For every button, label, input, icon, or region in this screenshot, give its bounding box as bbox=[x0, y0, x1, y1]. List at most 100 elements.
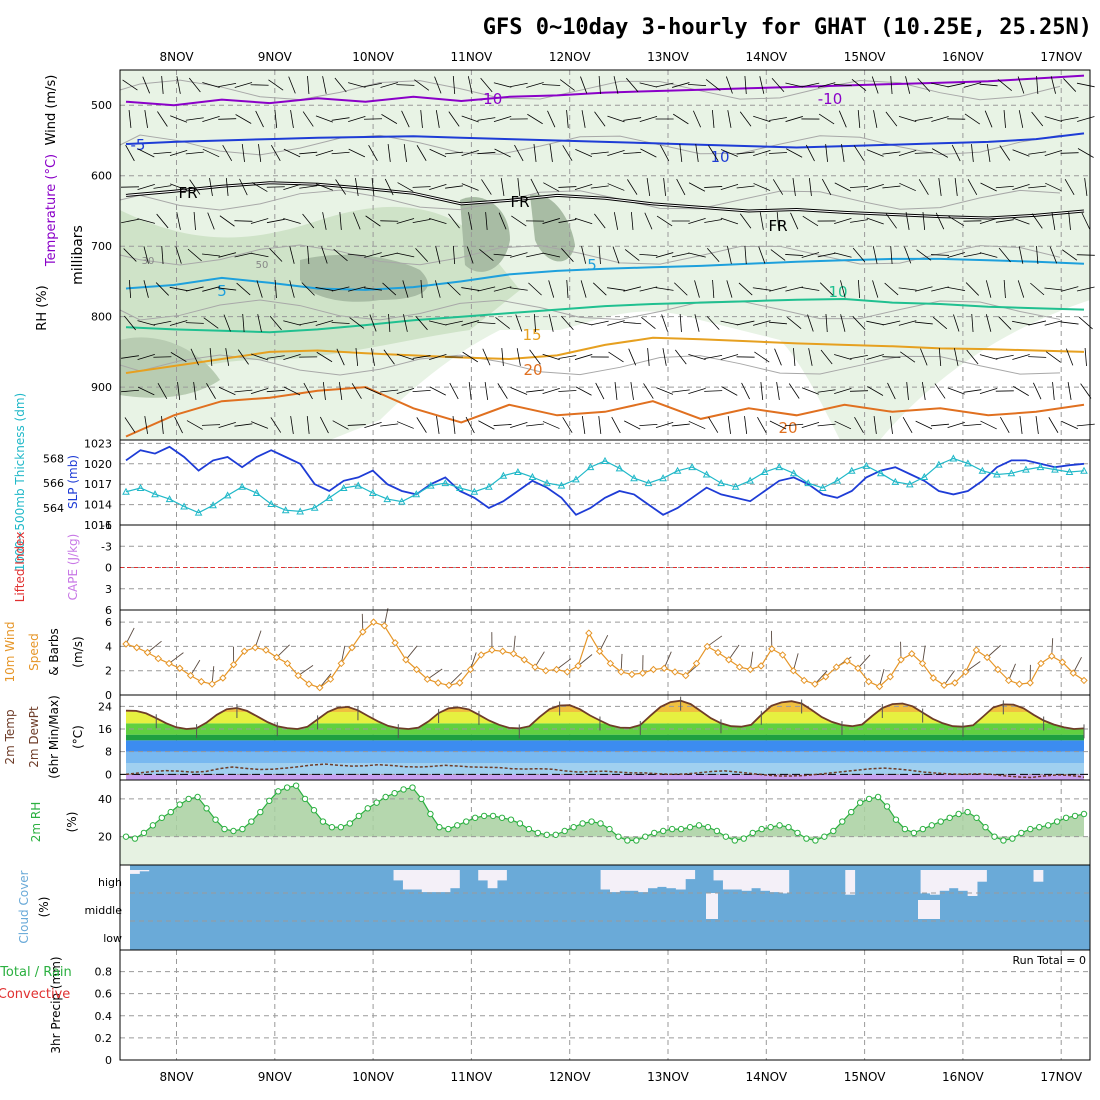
wind-point bbox=[1015, 680, 1024, 688]
wind-barb bbox=[711, 110, 715, 128]
wind-barb bbox=[1084, 347, 1087, 367]
cloud-high-bar bbox=[130, 870, 140, 874]
rh-point bbox=[642, 833, 649, 840]
wind-barb bbox=[820, 349, 833, 365]
wind-barb bbox=[712, 279, 715, 299]
wind-point bbox=[520, 656, 528, 664]
wind-barb bbox=[979, 83, 998, 87]
axis-labels: 8NOV 8NOV 9NOV 9NOV 10NOV 10NOV 11NOV 11NOV 12NO… bbox=[0, 50, 1083, 1084]
wind-barb bbox=[128, 279, 132, 299]
cloud-high-bar bbox=[958, 870, 969, 891]
wind-barb bbox=[416, 417, 427, 433]
precip-tick: 0 bbox=[105, 1054, 112, 1067]
wind-barb bbox=[268, 79, 284, 91]
rh-point bbox=[928, 822, 935, 829]
contour-label: 50 bbox=[256, 260, 269, 271]
cloud-high-bar bbox=[732, 870, 743, 890]
contour-label: 10 bbox=[828, 283, 847, 301]
wind-barb bbox=[769, 420, 787, 430]
wind-barb bbox=[316, 351, 333, 363]
wind-barb bbox=[693, 110, 701, 128]
rh-point bbox=[346, 820, 354, 827]
rh-point bbox=[964, 808, 971, 816]
wind-barb bbox=[403, 144, 407, 162]
wind-barb bbox=[1084, 178, 1088, 196]
wind-barb bbox=[234, 82, 253, 88]
wind-barb bbox=[706, 635, 723, 647]
wind-barb bbox=[720, 354, 739, 360]
wind-barb bbox=[595, 382, 605, 400]
wind-point bbox=[143, 648, 152, 657]
li-tick: 0 bbox=[105, 562, 112, 575]
rh-point bbox=[257, 808, 264, 816]
wind-barb bbox=[562, 145, 573, 161]
wind-barb bbox=[482, 348, 491, 366]
cloud-level-label: low bbox=[103, 932, 122, 945]
wind-barb bbox=[185, 286, 204, 292]
dewpoint-line bbox=[125, 763, 1085, 779]
temp-band bbox=[126, 774, 1084, 780]
wind-point bbox=[499, 647, 507, 655]
rh-point bbox=[651, 829, 658, 837]
wind-barb bbox=[639, 82, 658, 88]
wind-barb bbox=[850, 354, 868, 360]
wind-barb bbox=[185, 322, 204, 324]
wind-barb bbox=[202, 253, 220, 257]
wind-contour bbox=[119, 79, 1061, 101]
wind-barb bbox=[170, 183, 188, 191]
wind-barb bbox=[494, 148, 511, 158]
wind-barb bbox=[143, 246, 149, 264]
wind-barb bbox=[255, 110, 264, 128]
wind-barb bbox=[671, 389, 690, 393]
precip-plot: 0 0.2 0.4 0.6 0.8 Run Total = 0 bbox=[95, 954, 1090, 1067]
cloud-high-bar bbox=[647, 870, 658, 889]
wind-barb bbox=[768, 152, 788, 154]
thickness-point bbox=[310, 503, 319, 511]
wind-barb bbox=[574, 320, 593, 326]
wind-barb bbox=[347, 286, 366, 292]
wind-barb bbox=[614, 382, 618, 400]
wind-point bbox=[122, 640, 130, 648]
wind-barb bbox=[206, 383, 216, 399]
wind-barb bbox=[283, 354, 301, 360]
wind-barb bbox=[931, 82, 949, 88]
precip-tick: 0.2 bbox=[95, 1032, 113, 1045]
wind-barb bbox=[257, 314, 262, 332]
wind-barb bbox=[1031, 111, 1044, 127]
wind-barb bbox=[850, 219, 868, 223]
thickness-point bbox=[862, 461, 871, 469]
wind-barb bbox=[852, 316, 866, 330]
wind-barb bbox=[234, 252, 253, 258]
wind-barb bbox=[348, 115, 366, 123]
wind-barb bbox=[1060, 152, 1079, 154]
wind-barb bbox=[592, 282, 607, 296]
wind-barb bbox=[581, 246, 587, 264]
thickness-point bbox=[267, 500, 275, 508]
wind-barb bbox=[1060, 116, 1079, 122]
wind-barb bbox=[122, 79, 138, 91]
wind-barb bbox=[1060, 286, 1079, 292]
wind-barb bbox=[315, 149, 334, 157]
wind-barb bbox=[364, 421, 382, 429]
wind-barb bbox=[509, 82, 528, 88]
wind-barb bbox=[380, 423, 399, 427]
millibars-label: millibars bbox=[70, 225, 86, 285]
contour-label: FR bbox=[510, 193, 529, 211]
wind-barb bbox=[857, 279, 861, 299]
wind-barb bbox=[902, 416, 913, 434]
wind-barb bbox=[1003, 279, 1006, 299]
day-label-bottom: 16NOV bbox=[942, 1070, 984, 1084]
rh-point bbox=[194, 793, 201, 801]
wind-point bbox=[326, 675, 335, 683]
wind-barb bbox=[530, 178, 540, 196]
wind-point bbox=[951, 679, 959, 687]
wind-barb bbox=[161, 416, 164, 434]
wind-barb bbox=[687, 83, 707, 87]
wind-point bbox=[477, 651, 485, 659]
wind-barb bbox=[921, 382, 926, 400]
wind-barb bbox=[542, 252, 561, 258]
wind10m-title: 10m Wind bbox=[3, 622, 17, 683]
cloud-high-bar bbox=[402, 870, 413, 890]
wind-barb bbox=[137, 353, 155, 361]
wind-barb bbox=[704, 390, 723, 392]
